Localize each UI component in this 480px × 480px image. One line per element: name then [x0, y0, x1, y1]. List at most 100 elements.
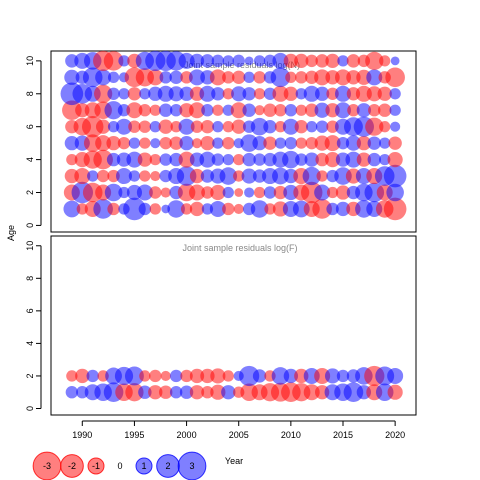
residual-bubble — [137, 152, 153, 167]
residual-bubble — [345, 135, 362, 151]
residual-bubble — [138, 385, 152, 399]
residual-bubble — [127, 87, 142, 101]
residual-bubble — [66, 370, 78, 382]
residual-bubble — [96, 169, 110, 183]
residual-bubble — [252, 369, 267, 383]
residual-bubble — [326, 186, 339, 199]
residual-bubble — [128, 170, 141, 182]
residual-bubble — [179, 135, 194, 151]
residual-bubble — [283, 53, 299, 69]
residual-bubble — [295, 88, 307, 100]
residual-bubble — [199, 85, 216, 102]
residual-bubble — [139, 170, 151, 182]
residual-bubble — [138, 104, 152, 117]
residual-bubble — [222, 121, 234, 133]
residual-bubble — [189, 102, 205, 119]
residual-bubble — [305, 136, 318, 150]
residual-bubble — [252, 135, 267, 151]
residual-bubble — [103, 51, 124, 71]
residual-bubble — [387, 367, 404, 384]
residual-bubble — [221, 385, 236, 400]
residual-bubble — [189, 368, 205, 384]
legend-bubble — [60, 454, 84, 478]
residual-bubble — [219, 167, 238, 185]
residual-bubble — [149, 104, 161, 116]
residual-bubble — [190, 120, 204, 133]
residual-bubble — [222, 55, 234, 67]
residual-bubble — [150, 138, 161, 149]
residual-bubble — [139, 370, 151, 382]
residual-bubble — [335, 201, 351, 217]
residual-bubble — [117, 136, 131, 150]
residual-bubble — [149, 186, 162, 199]
residual-bubble — [274, 137, 287, 149]
residual-bubble — [200, 119, 215, 134]
residual-bubble — [200, 368, 215, 384]
residual-bubble — [283, 368, 299, 384]
residual-bubble — [378, 103, 392, 117]
residual-bubble — [306, 121, 318, 133]
residual-bubble — [93, 149, 113, 170]
residual-bubble — [116, 168, 132, 185]
residual-bubble — [316, 170, 328, 182]
residual-bubble — [231, 86, 247, 102]
residual-bubble — [282, 150, 300, 169]
residual-bubble — [118, 88, 130, 100]
residual-bubble — [149, 203, 161, 215]
residual-bubble — [62, 100, 82, 121]
legend-label: 0 — [117, 461, 122, 471]
residual-bubble — [379, 153, 391, 166]
residual-bubble — [335, 69, 351, 86]
residual-bubble — [118, 186, 130, 199]
residual-bubble — [180, 203, 193, 215]
y-tick-label: 8 — [25, 91, 35, 96]
residual-bubble — [76, 203, 88, 215]
residual-bubble — [264, 203, 276, 215]
y-tick-label: 6 — [25, 124, 35, 129]
residual-bubble — [314, 102, 330, 118]
panel-bottom-title: Joint sample residuals log(F) — [182, 243, 297, 253]
residual-bubble — [294, 119, 308, 134]
residual-bubble — [107, 121, 120, 133]
x-tick-label: 2000 — [177, 430, 197, 440]
residual-bubble — [312, 199, 332, 219]
residual-bubble — [303, 85, 320, 102]
residual-bubble — [356, 103, 372, 118]
x-tick-label: 2015 — [333, 430, 353, 440]
residual-bubble — [191, 138, 203, 149]
residual-bubble — [118, 55, 130, 67]
residual-bubble — [295, 153, 308, 166]
residual-bubble — [388, 136, 402, 150]
legend-label: 1 — [141, 461, 146, 471]
residual-bubble — [303, 384, 320, 401]
y-tick-label: 8 — [25, 276, 35, 281]
residual-bubble — [95, 69, 112, 86]
residual-bubble — [189, 184, 205, 201]
residual-bubble — [295, 137, 307, 149]
residual-bubble — [253, 55, 266, 67]
residual-bubble — [106, 152, 121, 167]
legend-label: -3 — [43, 461, 51, 471]
residual-bubble — [272, 167, 289, 185]
residual-bubble — [86, 369, 99, 383]
residual-bubble — [149, 369, 162, 383]
residual-bubble — [274, 121, 287, 133]
residual-bubble — [178, 52, 195, 69]
residual-bubble — [324, 152, 341, 168]
residual-bubble — [139, 137, 151, 149]
residual-bubble — [365, 117, 384, 136]
panel-bottom-x-axis: 1990 1995 2000 2005 2010 2015 2020 — [72, 420, 405, 440]
residual-bubble — [147, 69, 164, 86]
residual-bubble — [222, 104, 234, 116]
residual-bubble — [232, 70, 246, 85]
residual-bubble — [104, 183, 123, 202]
residual-bubble — [284, 104, 298, 117]
residual-bubble — [170, 121, 182, 133]
residual-bubble — [123, 197, 146, 221]
residual-bubble — [243, 71, 255, 83]
residual-bubble — [94, 84, 113, 103]
residual-bubble — [210, 384, 226, 400]
residual-bubble — [200, 135, 215, 151]
residual-bubble — [325, 53, 340, 69]
